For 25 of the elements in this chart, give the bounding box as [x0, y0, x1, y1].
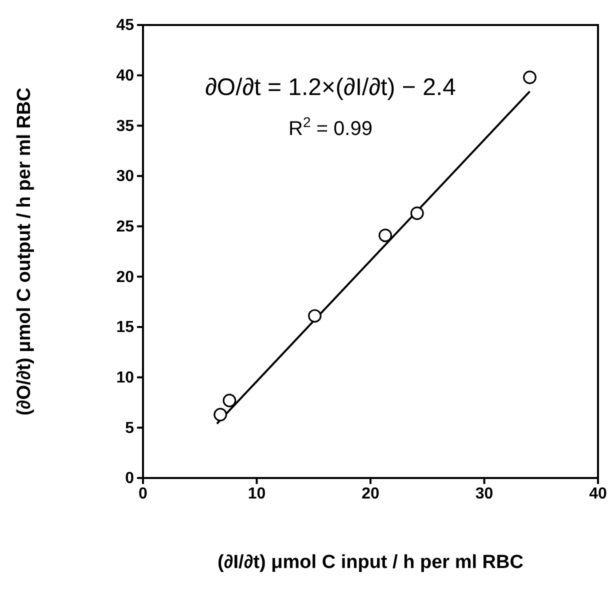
x-tick-label: 10 — [248, 485, 266, 502]
y-tick-label: 0 — [125, 470, 134, 488]
x-tick-label: 30 — [475, 485, 494, 502]
y-tick-label: 15 — [116, 319, 134, 336]
y-tick-label: 5 — [125, 420, 134, 437]
y-tick-label: 45 — [116, 17, 134, 34]
y-tick-label: 40 — [116, 67, 134, 84]
point — [308, 309, 322, 323]
annotation: R$^{2}$ = 0.99 — [288, 114, 372, 140]
y-tick-label: 35 — [116, 118, 134, 135]
point — [222, 394, 236, 408]
y-axis-title: (∂O/∂t) μmol C output / h per ml RBC — [14, 87, 35, 416]
point — [214, 408, 228, 422]
y-tick-label: 10 — [116, 369, 134, 386]
annotation: ∂O/∂t = 1.2×(∂I/∂t) − 2.4 — [205, 74, 456, 101]
y-tick-label: 20 — [116, 268, 134, 286]
y-tick-label: 30 — [116, 168, 134, 186]
x-tick-label: 20 — [362, 485, 380, 502]
point — [378, 228, 392, 242]
y-tick-label: 25 — [116, 218, 134, 236]
point — [523, 70, 536, 84]
x-tick-label: 0 — [138, 485, 148, 502]
point — [410, 206, 424, 220]
x-tick-label: 40 — [589, 485, 607, 502]
x-axis-title: (∂I/∂t) μmol C input / h per ml RBC — [218, 552, 524, 573]
